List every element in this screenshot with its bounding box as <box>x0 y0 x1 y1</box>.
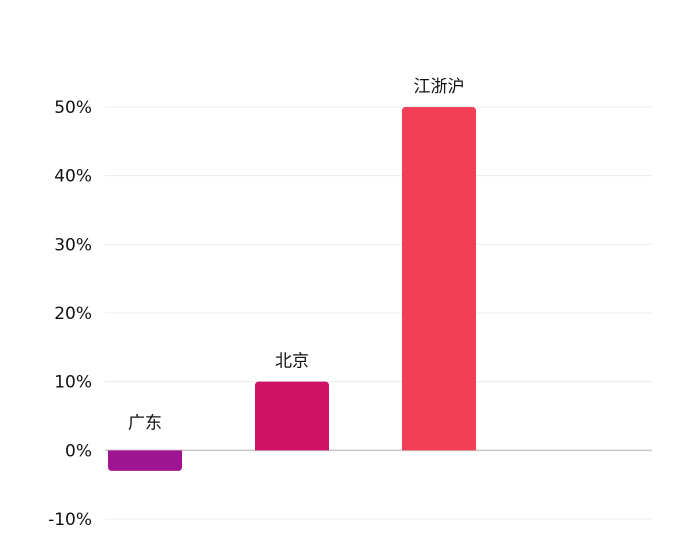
bar <box>255 381 329 451</box>
y-tick-label: 40% <box>54 167 92 187</box>
y-tick-label: 30% <box>54 235 92 255</box>
bar-label: 广东 <box>128 413 162 433</box>
y-tick-label: 50% <box>54 98 92 118</box>
y-tick-label: 10% <box>54 373 92 393</box>
bar-label: 江浙沪 <box>414 77 465 97</box>
bar <box>402 107 476 451</box>
y-tick-label: -10% <box>48 510 92 530</box>
bar-label: 北京 <box>275 352 309 372</box>
bar <box>108 450 182 471</box>
y-tick-label: 20% <box>54 304 92 324</box>
y-tick-label: 0% <box>65 441 92 461</box>
